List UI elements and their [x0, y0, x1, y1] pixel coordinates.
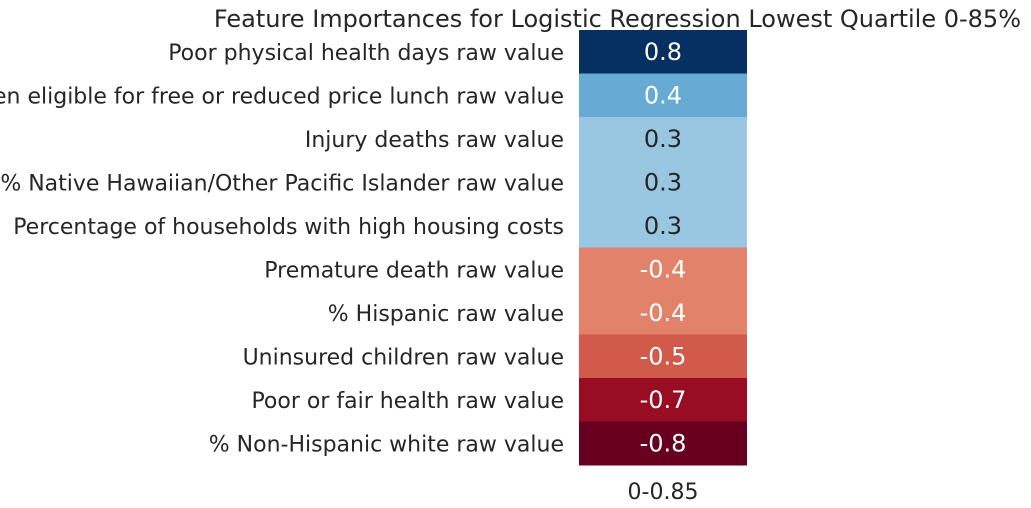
heatmap-cell	[579, 421, 747, 466]
cell-value-label: -0.7	[640, 386, 687, 414]
heatmap-cell	[579, 334, 747, 379]
cell-value-label: 0.3	[644, 168, 682, 196]
row-label: % Non-Hispanic white raw value	[209, 432, 564, 457]
heatmap-cells: 0.8 0.4 0.3 0.3 0.3 -0.4 -0.4 -0.5 -0.7 -0.8	[579, 30, 747, 466]
row-label: Uninsured children raw value	[243, 345, 564, 370]
heatmap-cell	[579, 30, 747, 74]
cell-value-label: 0.8	[644, 38, 682, 66]
heatmap-cell	[579, 291, 747, 335]
row-label: Poor physical health days raw value	[168, 41, 564, 66]
row-label: Injury deaths raw value	[305, 128, 564, 153]
row-label: % Hispanic raw value	[328, 302, 564, 327]
heatmap-cell	[579, 73, 747, 118]
heatmap-cell	[579, 378, 747, 422]
chart-title: Feature Importances for Logistic Regress…	[214, 5, 1021, 33]
cell-value-label: -0.5	[640, 342, 687, 370]
cell-value-label: -0.4	[640, 255, 687, 283]
row-labels: Poor physical health days raw value Child…	[0, 41, 564, 458]
cell-value-label: 0.4	[644, 81, 682, 109]
cell-value-label: -0.4	[640, 299, 687, 327]
row-label: % Native Hawaiian/Other Pacific Islander…	[0, 171, 564, 196]
cell-value-label: 0.3	[644, 125, 682, 153]
row-label: Percentage of households with high housi…	[13, 215, 564, 240]
column-label: 0-0.85	[628, 480, 699, 505]
heatmap-cell	[579, 117, 747, 161]
heatmap-cell	[579, 160, 747, 205]
heatmap-cell	[579, 204, 747, 248]
row-label: Premature death raw value	[264, 258, 564, 283]
heatmap-cell	[579, 247, 747, 292]
row-label: Children eligible for free or reduced pr…	[0, 84, 564, 109]
cell-value-label: -0.8	[640, 429, 687, 457]
column-labels: 0-0.85	[628, 480, 699, 505]
cell-value-label: 0.3	[644, 212, 682, 240]
row-label: Poor or fair health raw value	[251, 389, 564, 414]
